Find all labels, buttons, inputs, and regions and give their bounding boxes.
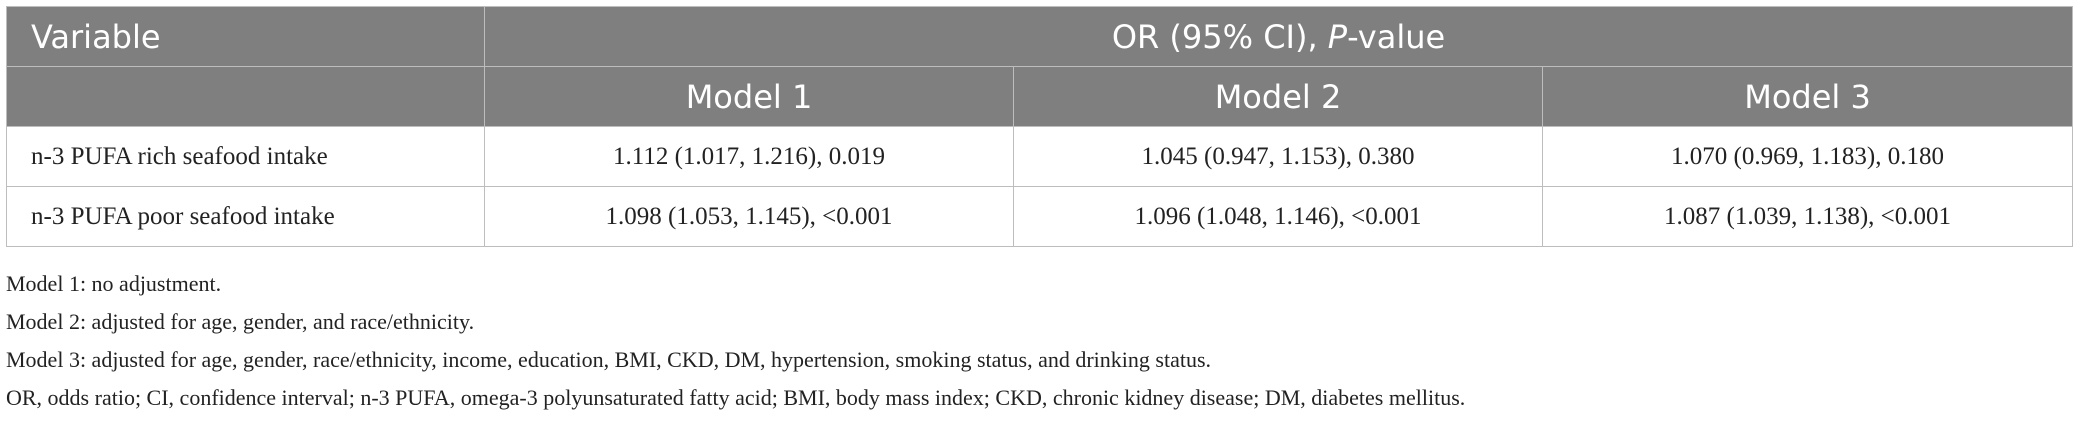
variable-column-header: Variable (6, 6, 485, 67)
table-row: n-3 PUFA rich seafood intake 1.112 (1.01… (6, 126, 2074, 187)
model-1-header: Model 1 (484, 66, 1014, 127)
table-cell-model-3: 1.087 (1.039, 1.138), <0.001 (1541, 186, 2074, 247)
results-table: Variable OR (95% CI), P-value Model 1 Mo… (6, 6, 2074, 247)
table-cell-model-2: 1.096 (1.048, 1.146), <0.001 (1013, 186, 1543, 247)
table-cell-model-3: 1.070 (0.969, 1.183), 0.180 (1541, 126, 2074, 187)
table-row: n-3 PUFA poor seafood intake 1.098 (1.05… (6, 186, 2074, 247)
table-footnotes: Model 1: no adjustment. Model 2: adjuste… (6, 265, 1465, 417)
or-ci-pvalue-header: OR (95% CI), P-value (483, 6, 2074, 67)
or-header-suffix: -value (1347, 17, 1446, 56)
row-variable-label: n-3 PUFA rich seafood intake (6, 126, 485, 187)
header-row-1: Variable OR (95% CI), P-value (6, 6, 2074, 67)
table-cell-model-1: 1.112 (1.017, 1.216), 0.019 (484, 126, 1014, 187)
row-variable-label: n-3 PUFA poor seafood intake (6, 186, 485, 247)
table-cell-model-1: 1.098 (1.053, 1.145), <0.001 (484, 186, 1014, 247)
table-cell-model-2: 1.045 (0.947, 1.153), 0.380 (1013, 126, 1543, 187)
header-row-2: Model 1 Model 2 Model 3 (6, 66, 2074, 127)
results-table-container: Variable OR (95% CI), P-value Model 1 Mo… (6, 6, 2074, 247)
or-header-italic-p: P (1327, 17, 1348, 56)
footnote-model-1: Model 1: no adjustment. (6, 271, 222, 296)
footnote-model-3: Model 3: adjusted for age, gender, race/… (6, 347, 1212, 372)
model-2-header: Model 2 (1013, 66, 1543, 127)
model-3-header: Model 3 (1541, 66, 2074, 127)
variable-column-header-blank (6, 66, 485, 127)
footnote-abbreviations: OR, odds ratio; CI, confidence interval;… (6, 385, 1466, 410)
or-header-prefix: OR (95% CI), (1111, 17, 1328, 56)
footnote-model-2: Model 2: adjusted for age, gender, and r… (6, 309, 475, 334)
